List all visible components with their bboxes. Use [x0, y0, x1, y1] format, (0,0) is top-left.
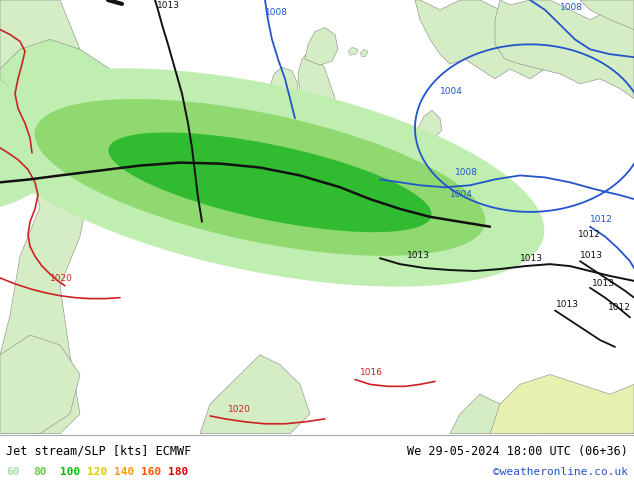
Polygon shape — [298, 49, 338, 133]
Polygon shape — [415, 0, 550, 79]
Text: 1013: 1013 — [556, 300, 579, 310]
Text: Jet stream/SLP [kts] ECMWF: Jet stream/SLP [kts] ECMWF — [6, 445, 191, 458]
Polygon shape — [580, 0, 634, 29]
Text: We 29-05-2024 18:00 UTC (06+36): We 29-05-2024 18:00 UTC (06+36) — [407, 445, 628, 458]
Polygon shape — [0, 79, 30, 153]
Text: 1012: 1012 — [590, 215, 613, 224]
Text: 120: 120 — [87, 467, 107, 477]
Polygon shape — [360, 49, 368, 57]
Text: 1013: 1013 — [592, 279, 615, 288]
Text: 1013: 1013 — [520, 254, 543, 263]
Polygon shape — [540, 409, 634, 434]
Polygon shape — [390, 168, 408, 185]
Polygon shape — [200, 355, 310, 434]
Text: 60: 60 — [6, 467, 20, 477]
Polygon shape — [270, 67, 298, 113]
Polygon shape — [418, 110, 442, 138]
Polygon shape — [0, 168, 35, 207]
Text: 140: 140 — [114, 467, 134, 477]
Text: 1020: 1020 — [228, 405, 251, 414]
Text: 1012: 1012 — [578, 229, 601, 239]
Text: 1004: 1004 — [440, 87, 463, 96]
Text: 160: 160 — [141, 467, 161, 477]
Polygon shape — [0, 335, 80, 434]
Text: 1013: 1013 — [157, 1, 180, 10]
Polygon shape — [108, 132, 432, 232]
Text: 1004: 1004 — [450, 190, 473, 199]
Text: 1008: 1008 — [560, 3, 583, 12]
Text: ©weatheronline.co.uk: ©weatheronline.co.uk — [493, 467, 628, 477]
Text: 1008: 1008 — [455, 169, 478, 177]
Polygon shape — [495, 0, 634, 98]
Polygon shape — [35, 99, 486, 256]
Polygon shape — [0, 68, 545, 287]
Text: 1013: 1013 — [407, 251, 430, 260]
Polygon shape — [0, 39, 120, 138]
Polygon shape — [348, 48, 358, 55]
Text: 1012: 1012 — [608, 303, 631, 313]
Polygon shape — [305, 27, 338, 65]
Text: 1020: 1020 — [50, 274, 73, 283]
Polygon shape — [490, 374, 634, 434]
Text: 100: 100 — [60, 467, 81, 477]
Text: 180: 180 — [168, 467, 188, 477]
Polygon shape — [450, 394, 510, 434]
Text: 1016: 1016 — [360, 368, 383, 376]
Text: 80: 80 — [33, 467, 46, 477]
Text: 1013: 1013 — [580, 251, 603, 260]
Text: 1008: 1008 — [265, 8, 288, 17]
Polygon shape — [40, 108, 110, 168]
Polygon shape — [0, 0, 90, 434]
